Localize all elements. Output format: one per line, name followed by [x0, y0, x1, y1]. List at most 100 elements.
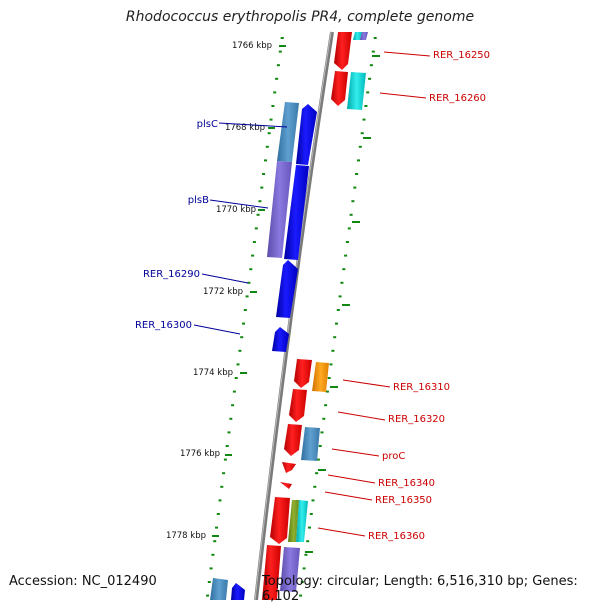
ring-dot	[302, 567, 306, 570]
label-plsc[interactable]: plsC	[197, 119, 218, 130]
ring-dot	[256, 213, 260, 216]
label-rer-16360[interactable]: RER_16360	[368, 531, 425, 542]
gene-plsc[interactable]	[296, 104, 317, 165]
ring-dot	[300, 581, 304, 583]
scale-label: 1766 kbp	[232, 41, 272, 51]
gene-rer-16300[interactable]	[272, 327, 289, 352]
label-rer-16310[interactable]: RER_16310	[393, 382, 450, 393]
feature-rer-16250-cyan	[353, 32, 362, 40]
gene-labels-forward: RER_16250 RER_16260 RER_16310 RER_16320 …	[368, 50, 490, 542]
ring-dot	[209, 567, 213, 570]
ring-dot	[222, 472, 226, 475]
feature-rer-16360-cyan	[296, 500, 308, 542]
leader-rer-16290	[201, 273, 249, 284]
leader-rer-16250	[383, 51, 431, 57]
ring-dot	[357, 159, 360, 162]
ring-dot	[236, 363, 240, 366]
ring-dot	[254, 227, 258, 230]
ring-dot	[249, 268, 253, 271]
ring-dot	[325, 390, 329, 393]
ring-dot	[234, 377, 238, 379]
ring-dot	[355, 173, 359, 175]
ring-dot	[242, 322, 245, 325]
ring-dot	[318, 445, 322, 447]
ring-dot	[267, 132, 271, 135]
leader-rer-16360	[317, 527, 366, 537]
gene-rer-16290[interactable]	[276, 260, 298, 318]
ring-dot	[238, 349, 242, 352]
ring-dot	[313, 485, 317, 488]
ring-dot	[316, 458, 320, 461]
ring-dot	[220, 485, 224, 488]
scale-label: 1774 kbp	[193, 368, 233, 378]
label-rer-16290[interactable]: RER_16290	[143, 269, 200, 280]
ring-dot	[306, 540, 310, 543]
leader-rer-16310	[342, 379, 391, 388]
gene-rer-16340[interactable]	[282, 462, 296, 473]
ring-dot	[273, 91, 277, 94]
feature-proc-steel	[301, 427, 320, 461]
ring-dot	[245, 295, 249, 298]
feature-bottom-steel	[210, 578, 228, 600]
gene-rer-16260[interactable]	[331, 71, 348, 106]
gene-bottom-blue	[231, 583, 245, 600]
ring-dot	[322, 417, 326, 420]
ring-dot	[299, 594, 303, 597]
ring-dot	[373, 37, 377, 39]
gene-rer-16350[interactable]	[280, 482, 292, 489]
ring-dot	[315, 472, 319, 475]
ring-dot	[333, 336, 337, 339]
scale-label: 1772 kbp	[203, 287, 243, 297]
ring-dot	[324, 404, 328, 407]
ring-dot	[320, 431, 324, 434]
scale-label: 1778 kbp	[166, 531, 206, 541]
leader-rer-16300	[193, 324, 241, 335]
gene-rer-16320[interactable]	[289, 389, 307, 422]
ring-dot	[342, 268, 346, 271]
feature-rer-16250-purple	[360, 32, 368, 40]
ring-dot	[280, 37, 284, 39]
forward-strand-genes	[262, 32, 368, 600]
gene-labels-reverse: plsC plsB RER_16290 RER_16300	[135, 119, 218, 331]
label-proc[interactable]: proC	[382, 451, 405, 462]
scale-labels: 1766 kbp 1768 kbp 1770 kbp 1772 kbp 1774…	[166, 41, 272, 541]
ring-dot	[227, 431, 231, 434]
ring-dot	[308, 526, 311, 529]
gene-proc[interactable]	[284, 424, 302, 456]
ring-dot	[206, 594, 210, 597]
ring-dot	[278, 50, 282, 53]
leader-rer-16260	[379, 92, 427, 99]
ring-dot	[347, 227, 351, 230]
ring-dot	[252, 241, 256, 243]
ring-dot	[366, 91, 370, 94]
ring-dot	[336, 309, 340, 311]
label-plsb[interactable]: plsB	[188, 195, 209, 206]
feature-rer-16360-olive	[288, 500, 299, 542]
feature-rer-16260-cyan	[347, 72, 366, 110]
label-rer-16260[interactable]: RER_16260	[429, 93, 486, 104]
outer-dot-ring	[299, 37, 377, 597]
scale-label: 1776 kbp	[180, 449, 220, 459]
ring-dot	[335, 322, 338, 325]
label-rer-16300[interactable]: RER_16300	[135, 320, 192, 331]
ring-dot	[262, 173, 266, 175]
gene-rer-16250[interactable]	[334, 32, 352, 70]
gene-rer-16360[interactable]	[270, 497, 290, 544]
feature-plsc-steel	[277, 102, 299, 162]
label-rer-16350[interactable]: RER_16350	[375, 495, 432, 506]
ring-dot	[251, 254, 255, 257]
ring-dot	[232, 390, 236, 393]
ring-dot	[243, 309, 247, 311]
ring-dot	[229, 417, 233, 420]
gene-rer-16310[interactable]	[294, 359, 312, 388]
ring-dot	[258, 200, 262, 203]
ring-dot	[351, 200, 355, 203]
ring-dot	[344, 254, 348, 257]
label-rer-16340[interactable]: RER_16340	[378, 478, 435, 489]
leader-rer-16340	[327, 474, 376, 484]
feature-next-purple	[280, 547, 300, 592]
ring-dot	[345, 241, 349, 243]
label-rer-16320[interactable]: RER_16320	[388, 414, 445, 425]
gene-plsb[interactable]	[284, 165, 309, 260]
label-rer-16250[interactable]: RER_16250	[433, 50, 490, 61]
